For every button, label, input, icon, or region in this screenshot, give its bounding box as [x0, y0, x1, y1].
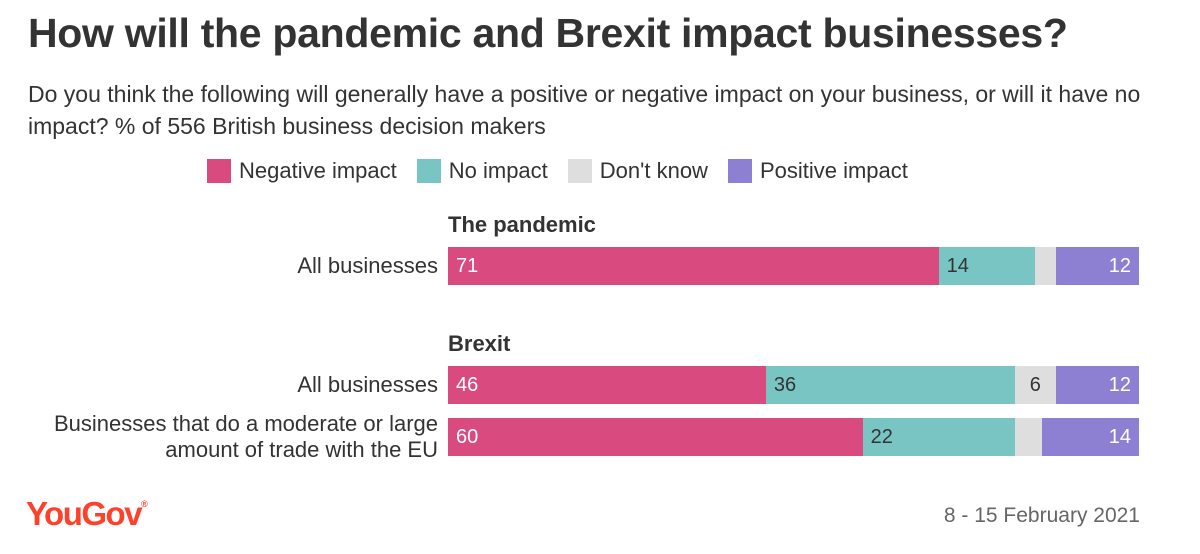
legend-item-no-impact: No impact [416, 158, 548, 184]
logo-text: YouGov [26, 495, 143, 532]
bar-segment-negative: 71 [448, 247, 939, 285]
data-label-no-impact: 36 [773, 374, 797, 396]
bar-segment-dont-know: 6 [1014, 366, 1057, 404]
legend-label-negative: Negative impact [239, 158, 397, 183]
bar-segment-positive: 12 [1056, 366, 1139, 404]
row-label-brexit-all: All businesses [297, 372, 438, 397]
bar-segment-dont-know [1035, 247, 1057, 285]
yougov-logo: YouGov® [26, 495, 148, 533]
bar-row-pandemic-all: 71 14 12 [448, 247, 1139, 285]
chart-subtitle: Do you think the following will generall… [28, 81, 1141, 139]
bar-segment-positive: 12 [1056, 247, 1139, 285]
bar-segment-dont-know [1014, 418, 1043, 456]
section-title-brexit: Brexit [448, 331, 511, 356]
legend-item-dont-know: Don't know [567, 158, 708, 184]
legend-swatch-dont-know [567, 159, 592, 183]
bar-segment-no-impact: 14 [938, 247, 1036, 285]
legend-swatch-no-impact [416, 159, 441, 183]
bar-segment-negative: 60 [448, 418, 863, 456]
data-label-no-impact: 14 [946, 255, 969, 277]
bar-row-brexit-all: 46 36 6 12 [448, 366, 1139, 404]
legend-swatch-negative [207, 159, 231, 183]
section-title-pandemic: The pandemic [448, 212, 596, 237]
bar-segment-positive: 14 [1042, 418, 1139, 456]
data-label-no-impact: 22 [870, 426, 893, 448]
legend: Negative impact No impact Don't know Pos… [207, 158, 928, 184]
fieldwork-date: 8 - 15 February 2021 [943, 504, 1140, 527]
logo-mark: ® [141, 499, 148, 509]
legend-label-no-impact: No impact [448, 158, 548, 183]
data-label-dont-know: 6 [1029, 374, 1041, 396]
data-label-positive: 12 [1108, 374, 1131, 396]
legend-swatch-positive [727, 159, 752, 183]
legend-label-dont-know: Don't know [599, 158, 708, 183]
row-label-pandemic-all: All businesses [297, 253, 438, 278]
data-label-positive: 12 [1108, 255, 1131, 277]
bar-row-brexit-eu-trade: 60 22 14 [448, 418, 1139, 456]
data-label-positive: 14 [1108, 426, 1131, 448]
bar-segment-no-impact: 36 [765, 366, 1015, 404]
bar-segment-no-impact: 22 [862, 418, 1015, 456]
data-label-negative: 71 [456, 255, 479, 277]
data-label-negative: 60 [456, 426, 479, 448]
row-label-brexit-eu-trade: Businesses that do a moderate or large a… [53, 411, 438, 462]
legend-item-negative: Negative impact [207, 158, 397, 184]
legend-item-positive: Positive impact [727, 158, 908, 184]
chart-title: How will the pandemic and Brexit impact … [28, 10, 1068, 56]
legend-label-positive: Positive impact [759, 158, 908, 183]
bar-segment-negative: 46 [448, 366, 766, 404]
data-label-negative: 46 [456, 374, 479, 396]
